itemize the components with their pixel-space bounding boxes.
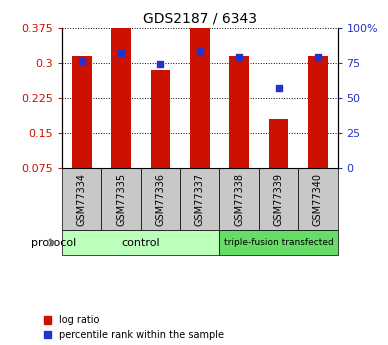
Text: GSM77338: GSM77338 [234,172,244,226]
Bar [141,168,180,230]
Point [118,50,124,56]
Bar [229,56,249,168]
Text: triple-fusion transfected: triple-fusion transfected [223,238,333,247]
Text: GSM77335: GSM77335 [116,172,126,226]
Text: protocol: protocol [31,238,76,248]
Bar [180,168,220,230]
Bar [220,168,259,230]
Point [275,85,282,91]
Text: GSM77339: GSM77339 [274,172,284,226]
Legend: log ratio, percentile rank within the sample: log ratio, percentile rank within the sa… [44,315,224,340]
Bar [220,230,338,255]
Bar [190,23,210,168]
Point [236,54,242,60]
Bar [62,230,220,255]
Bar [151,70,170,168]
Text: GSM77340: GSM77340 [313,172,323,226]
Bar [308,56,328,168]
Point [197,49,203,54]
Bar [111,23,131,168]
Point [158,61,164,67]
Bar [298,168,338,230]
Bar [62,168,101,230]
Bar [72,56,92,168]
Point [79,59,85,64]
Text: control: control [121,238,160,248]
Title: GDS2187 / 6343: GDS2187 / 6343 [143,11,257,25]
Bar [101,168,141,230]
Text: GSM77337: GSM77337 [195,172,205,226]
Text: GSM77334: GSM77334 [77,172,87,226]
Text: GSM77336: GSM77336 [156,172,165,226]
Bar [268,119,288,168]
Point [315,54,321,60]
Bar [259,168,298,230]
